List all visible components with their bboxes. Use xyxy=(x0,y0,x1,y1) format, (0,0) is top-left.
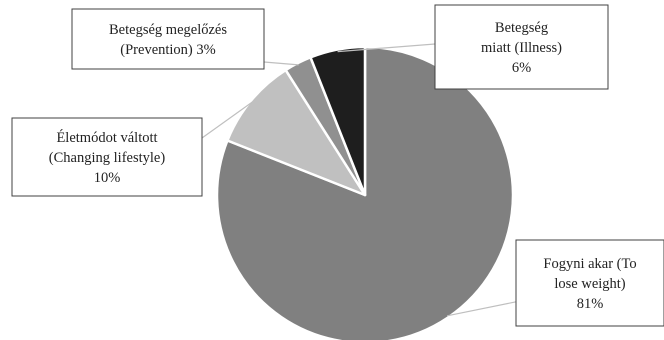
slice-label-changing-lifestyle-line-1: Életmódot váltott xyxy=(56,129,157,146)
leader-line-illness xyxy=(337,43,436,53)
pie-slice-changing-lifestyle xyxy=(226,68,367,197)
slice-labels: Fogyni akar (To lose weight) 81% Életmódot … xyxy=(11,4,664,327)
pie-slices xyxy=(215,45,515,340)
slice-label-prevention-line-2: (Prevention) 3% xyxy=(120,42,215,58)
label-box-prevention xyxy=(71,8,265,70)
leader-lines xyxy=(201,43,526,317)
slice-label-illness-line-3: 6% xyxy=(512,60,531,76)
slice-label-changing-lifestyle-line-2: (Changing lifestyle) xyxy=(49,150,166,166)
slice-label-illness-line-1: Betegség xyxy=(495,20,548,36)
slice-label-changing-lifestyle-line-3: 10% xyxy=(94,170,121,186)
leader-line-changing-lifestyle xyxy=(201,101,253,139)
leader-line-lose-weight xyxy=(446,299,526,317)
leader-line-prevention xyxy=(263,61,299,66)
slice-label-illness-line-2: miatt (Illness) xyxy=(481,40,562,56)
label-box-illness xyxy=(434,4,609,90)
pie-slice-illness xyxy=(309,45,367,197)
slice-label-prevention-line-1: Betegség megelőzés xyxy=(109,22,227,38)
slice-label-lose-weight-line-3: 81% xyxy=(577,296,604,312)
slice-label-lose-weight-line-1: Fogyni akar (To xyxy=(543,256,636,272)
slice-label-lose-weight-line-2: lose weight) xyxy=(554,276,625,292)
label-box-lose-weight xyxy=(515,239,664,327)
label-box-changing-lifestyle xyxy=(11,117,203,197)
